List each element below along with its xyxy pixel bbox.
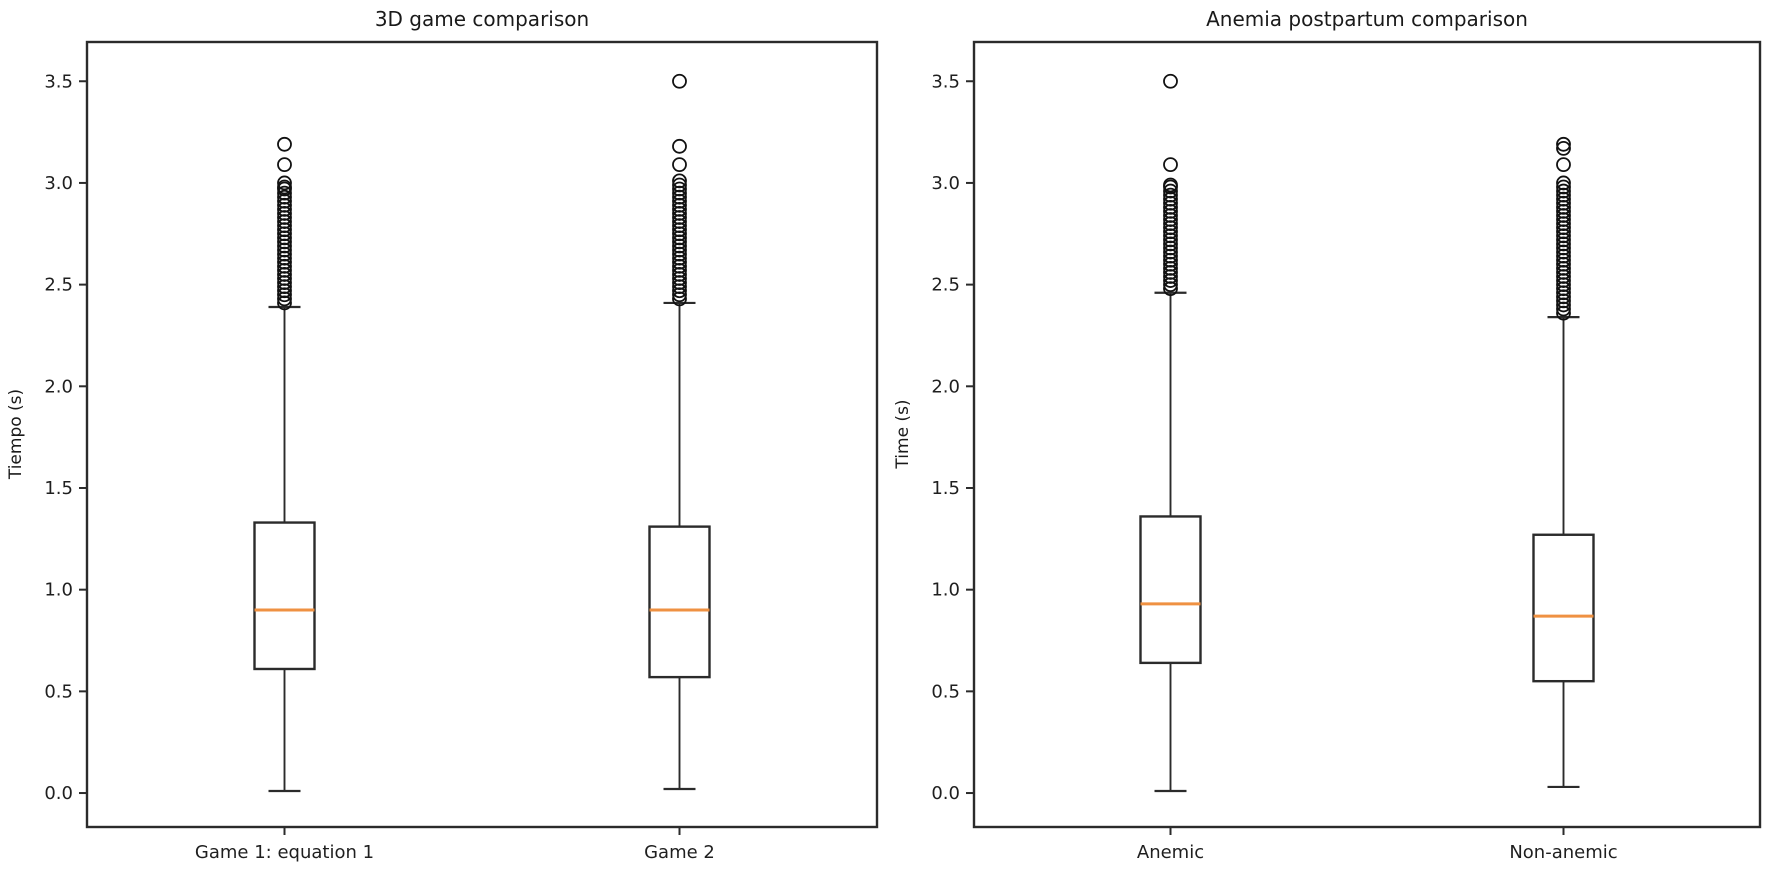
x-tick-label-game-1-equation-1: Game 1: equation 1 [195,842,374,863]
outlier-point-non-anemic [1556,305,1571,321]
y-tick-label: 3.0 [44,173,73,194]
outlier-point-game-1-equation-1 [277,157,292,173]
y-tick-label: 3.5 [44,71,73,92]
outlier-point-game-2 [672,73,687,89]
y-tick-label: 2.0 [44,376,73,397]
outlier-point-game-2 [672,291,687,307]
y-tick-label: 0.5 [931,681,960,702]
outlier-point-game-2 [672,283,687,299]
iqr-box-game-1-equation-1 [253,521,316,671]
right-chart-title: Anemia postpartum comparison [1206,7,1528,31]
y-tick-label: 2.5 [931,275,960,296]
outlier-point-non-anemic [1556,301,1571,317]
y-tick-label: 2.5 [44,275,73,296]
y-tick-label: 3.0 [931,173,960,194]
outlier-point-game-1-equation-1 [277,291,292,307]
iqr-box-non-anemic [1532,533,1595,683]
outlier-point-game-1-equation-1 [277,175,292,191]
left-chart-title: 3D game comparison [374,7,590,31]
y-tick-label: 0.0 [44,783,73,804]
outlier-point-non-anemic [1556,297,1571,313]
y-tick-label: 1.5 [44,478,73,499]
outlier-point-game-1-equation-1 [277,295,292,311]
x-tick-label-non-anemic: Non-anemic [1509,842,1617,863]
y-tick-label: 3.5 [931,71,960,92]
iqr-box-anemic [1139,515,1202,665]
y-tick-label: 0.0 [931,783,960,804]
y-tick-label: 0.5 [44,681,73,702]
right-y-axis-label: Time (s) [893,399,913,469]
y-tick-label: 1.0 [44,580,73,601]
iqr-box-game-2 [648,525,711,679]
outlier-point-non-anemic [1556,136,1571,152]
outlier-point-game-2 [672,287,687,303]
outlier-point-anemic [1163,281,1178,297]
outlier-point-game-1-equation-1 [277,287,292,303]
outlier-point-non-anemic [1556,140,1571,156]
outlier-point-non-anemic [1556,157,1571,173]
axes-frame [972,40,1762,829]
outlier-point-anemic [1163,73,1178,89]
outlier-point-anemic [1163,273,1178,288]
axes-frame [85,40,879,829]
x-tick-label-game-2: Game 2 [644,842,715,863]
outlier-point-game-2 [672,157,687,173]
x-tick-label-anemic: Anemic [1137,842,1204,863]
y-tick-label: 1.0 [931,580,960,601]
left-y-axis-label: Tiempo (s) [6,388,26,480]
outlier-point-game-1-equation-1 [277,136,292,152]
outlier-point-anemic [1163,277,1178,293]
outlier-point-anemic [1163,157,1178,173]
outlier-point-game-2 [672,138,687,154]
y-tick-label: 2.0 [931,376,960,397]
y-tick-label: 1.5 [931,478,960,499]
